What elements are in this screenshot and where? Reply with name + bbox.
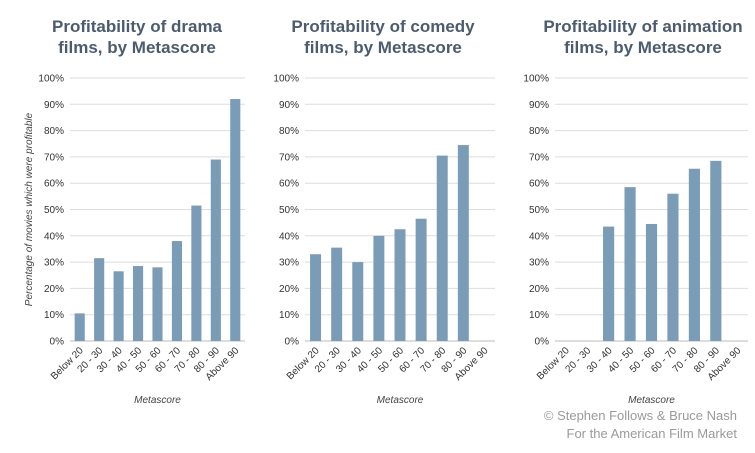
chart-1-title-line-2: films, by Metascore — [58, 38, 216, 57]
chart-1-y-tick-label: 50% — [44, 205, 64, 216]
chart-3-y-tick-label: 90% — [529, 100, 549, 111]
chart-1-bar — [74, 313, 85, 341]
chart-3-y-tick-label: 0% — [535, 337, 550, 348]
chart-3-bar — [688, 168, 700, 341]
chart-3-title-line-1: Profitability of animation — [543, 17, 742, 36]
chart-2-x-axis-label: Metascore — [377, 395, 424, 406]
chart-2-y-tick-label: 100% — [273, 74, 299, 85]
chart-1-bar — [152, 267, 163, 341]
chart-1-bar — [210, 159, 221, 341]
chart-3-y-tick-label: 30% — [529, 258, 549, 269]
chart-1-bar — [191, 205, 202, 341]
chart-2-bar — [352, 262, 364, 341]
chart-3-y-tick-label: 40% — [529, 231, 549, 242]
chart-2-bar — [310, 254, 322, 341]
chart-1-y-tick-label: 20% — [44, 284, 64, 295]
chart-1-x-axis-label: Metascore — [134, 395, 181, 406]
chart-1-y-tick-label: 40% — [44, 231, 64, 242]
chart-3-y-tick-label: 20% — [529, 284, 549, 295]
chart-3-bar — [603, 226, 615, 341]
credit-line-1: © Stephen Follows & Bruce Nash — [543, 408, 737, 423]
chart-1-bar — [171, 241, 182, 341]
chart-1-y-tick-label: 0% — [50, 337, 65, 348]
chart-3-y-tick-label: 70% — [529, 152, 549, 163]
chart-1-y-tick-label: 80% — [44, 126, 64, 137]
credit-line-2: For the American Film Market — [566, 426, 738, 441]
chart-1-bar — [133, 266, 144, 341]
chart-2-y-tick-label: 30% — [279, 258, 299, 269]
chart-2-y-tick-label: 90% — [279, 100, 299, 111]
chart-3-bar — [645, 223, 658, 341]
chart-3-y-tick-label: 80% — [529, 126, 549, 137]
chart-3-y-tick-label: 10% — [529, 310, 549, 321]
chart-1-title-line-1: Profitability of drama — [52, 17, 223, 36]
chart-1-bar — [230, 99, 241, 341]
chart-2-title-line-2: films, by Metascore — [304, 38, 462, 57]
chart-2-y-tick-label: 50% — [279, 205, 299, 216]
chart-1-bar — [94, 258, 105, 341]
chart-3-bar — [710, 160, 722, 341]
chart-2-bar — [415, 218, 427, 341]
chart-2-title-line-1: Profitability of comedy — [291, 17, 475, 36]
chart-2-y-tick-label: 80% — [279, 126, 299, 137]
chart-3-bar — [624, 187, 636, 341]
chart-3-bar — [667, 193, 679, 341]
chart-1-y-tick-label: 70% — [44, 152, 64, 163]
chart-3-y-tick-label: 60% — [529, 179, 549, 190]
chart-2-y-tick-label: 40% — [279, 231, 299, 242]
chart-1-y-tick-label: 90% — [44, 100, 64, 111]
chart-2-bar — [331, 247, 343, 341]
chart-2-bar — [457, 145, 469, 341]
chart-1-y-tick-label: 60% — [44, 179, 64, 190]
chart-2-bar — [436, 155, 448, 341]
chart-1-y-tick-label: 100% — [38, 74, 64, 85]
chart-3-title-line-2: films, by Metascore — [564, 38, 722, 57]
chart-2-y-tick-label: 60% — [279, 179, 299, 190]
chart-3-y-tick-label: 100% — [523, 74, 549, 85]
chart-2-y-tick-label: 20% — [279, 284, 299, 295]
chart-1-y-tick-label: 30% — [44, 258, 64, 269]
chart-1-y-axis-label: Percentage of movies which were profitab… — [24, 112, 35, 306]
chart-2-bar — [373, 235, 385, 341]
chart-2-y-tick-label: 70% — [279, 152, 299, 163]
chart-1-bar — [113, 271, 124, 341]
chart-3-x-axis-label: Metascore — [628, 395, 675, 406]
chart-1-y-tick-label: 10% — [44, 310, 64, 321]
chart-2-y-tick-label: 0% — [285, 337, 300, 348]
chart-2-bar — [394, 229, 406, 341]
chart-2-y-tick-label: 10% — [279, 310, 299, 321]
chart-3-y-tick-label: 50% — [529, 205, 549, 216]
